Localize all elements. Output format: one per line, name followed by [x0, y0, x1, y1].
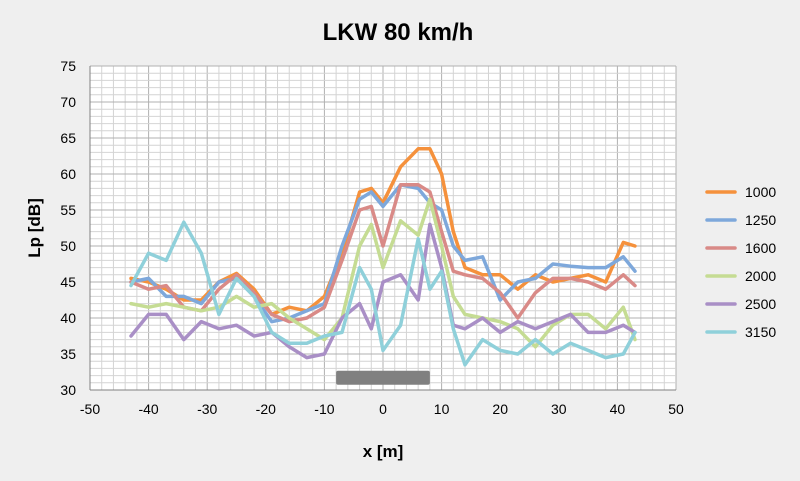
series-line-3150: [129, 220, 637, 367]
x-tick-label: -40: [138, 401, 158, 417]
series-line-1250: [129, 183, 637, 324]
series-line-2500: [129, 222, 637, 360]
y-tick-label: 40: [60, 310, 76, 326]
legend-label-3150: 3150: [745, 324, 776, 340]
chart-title: LKW 80 km/h: [323, 19, 474, 46]
x-tick-label: 50: [668, 401, 684, 417]
x-tick-label: 40: [610, 401, 626, 417]
y-tick-label: 70: [60, 94, 76, 110]
y-tick-label: 45: [60, 274, 76, 290]
x-tick-label: 20: [492, 401, 508, 417]
vehicle-bar-layer: [336, 370, 430, 385]
x-axis-label: x [m]: [363, 442, 404, 461]
y-tick-label: 30: [60, 382, 76, 398]
x-tick-label: 0: [379, 401, 387, 417]
x-tick-label: -10: [314, 401, 334, 417]
y-tick-label: 50: [60, 238, 76, 254]
series-lines: [129, 147, 637, 367]
x-tick-label: 30: [551, 401, 567, 417]
y-tick-label: 60: [60, 166, 76, 182]
chart-legend: 1000 1250 1600 2000 2500 3150: [705, 184, 776, 340]
y-tick-label: 75: [60, 58, 76, 74]
y-tick-label: 35: [60, 346, 76, 362]
chart-axes: [89, 66, 676, 391]
y-tick-label: 65: [60, 130, 76, 146]
y-tick-label: 55: [60, 202, 76, 218]
x-tick-label: 10: [434, 401, 450, 417]
series-line-1600: [129, 183, 637, 324]
y-axis-label: Lp [dB]: [25, 198, 44, 257]
x-tick-label: -20: [256, 401, 276, 417]
x-tick-label: -30: [197, 401, 217, 417]
x-tick-label: -50: [80, 401, 100, 417]
tick-labels: -50 -40 -30 -20 -10 0 10 20 30 40 50 30 35 40 45 50 55 60…: [60, 58, 684, 417]
vehicle-bar: [336, 370, 430, 385]
legend-label-2000: 2000: [745, 268, 776, 284]
legend-label-2500: 2500: [745, 296, 776, 312]
legend-label-1000: 1000: [745, 184, 776, 200]
legend-label-1250: 1250: [745, 212, 776, 228]
legend-label-1600: 1600: [745, 240, 776, 256]
